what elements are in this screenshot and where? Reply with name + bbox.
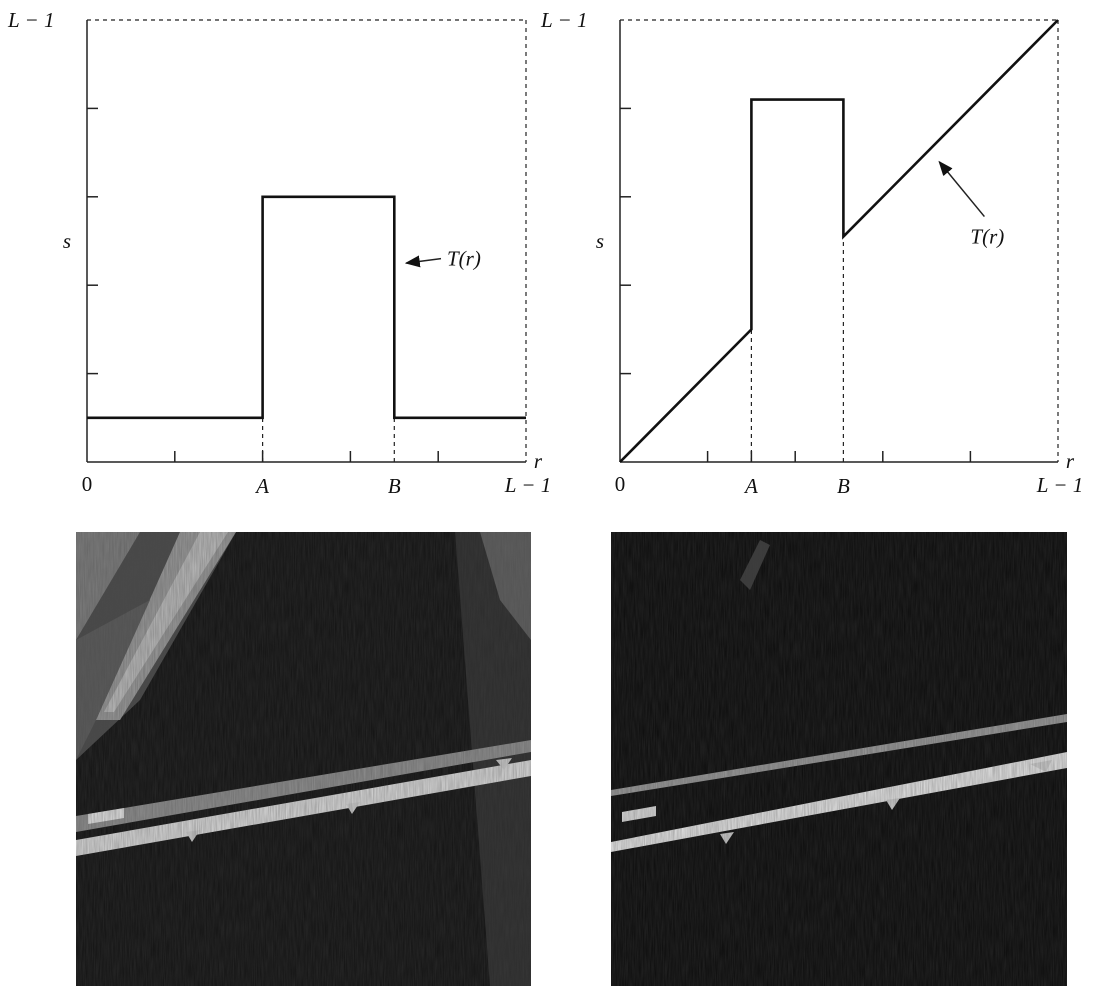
x-max-label: L − 1 xyxy=(504,473,551,497)
right-transform-chart: L − 1s0 A B L − 1rT(r) xyxy=(540,8,1083,498)
x-b-label: B xyxy=(388,474,401,498)
y-max-label: L − 1 xyxy=(540,8,587,32)
y-axis-label: s xyxy=(596,229,604,253)
left-transform-chart: L − 1s0 A B L − 1rT(r) xyxy=(7,8,551,498)
processed-image xyxy=(611,532,1067,986)
y-axis-label: s xyxy=(63,229,71,253)
x-origin-label: 0 xyxy=(615,472,626,496)
original-image xyxy=(76,532,531,986)
annotation-arrow xyxy=(938,160,985,218)
annotation-arrow xyxy=(404,255,442,268)
transform-curve xyxy=(619,19,1059,463)
x-b-label: B xyxy=(837,474,850,498)
x-a-label: A xyxy=(743,474,758,498)
x-max-label: L − 1 xyxy=(1036,473,1083,497)
x-a-label: A xyxy=(254,474,269,498)
curve-annotation: T(r) xyxy=(447,247,481,271)
curve-annotation: T(r) xyxy=(970,225,1004,249)
y-max-label: L − 1 xyxy=(7,8,54,32)
x-origin-label: 0 xyxy=(82,472,93,496)
x-axis-label: r xyxy=(1066,449,1075,473)
x-axis-label: r xyxy=(534,449,543,473)
transform-curve xyxy=(87,195,526,420)
